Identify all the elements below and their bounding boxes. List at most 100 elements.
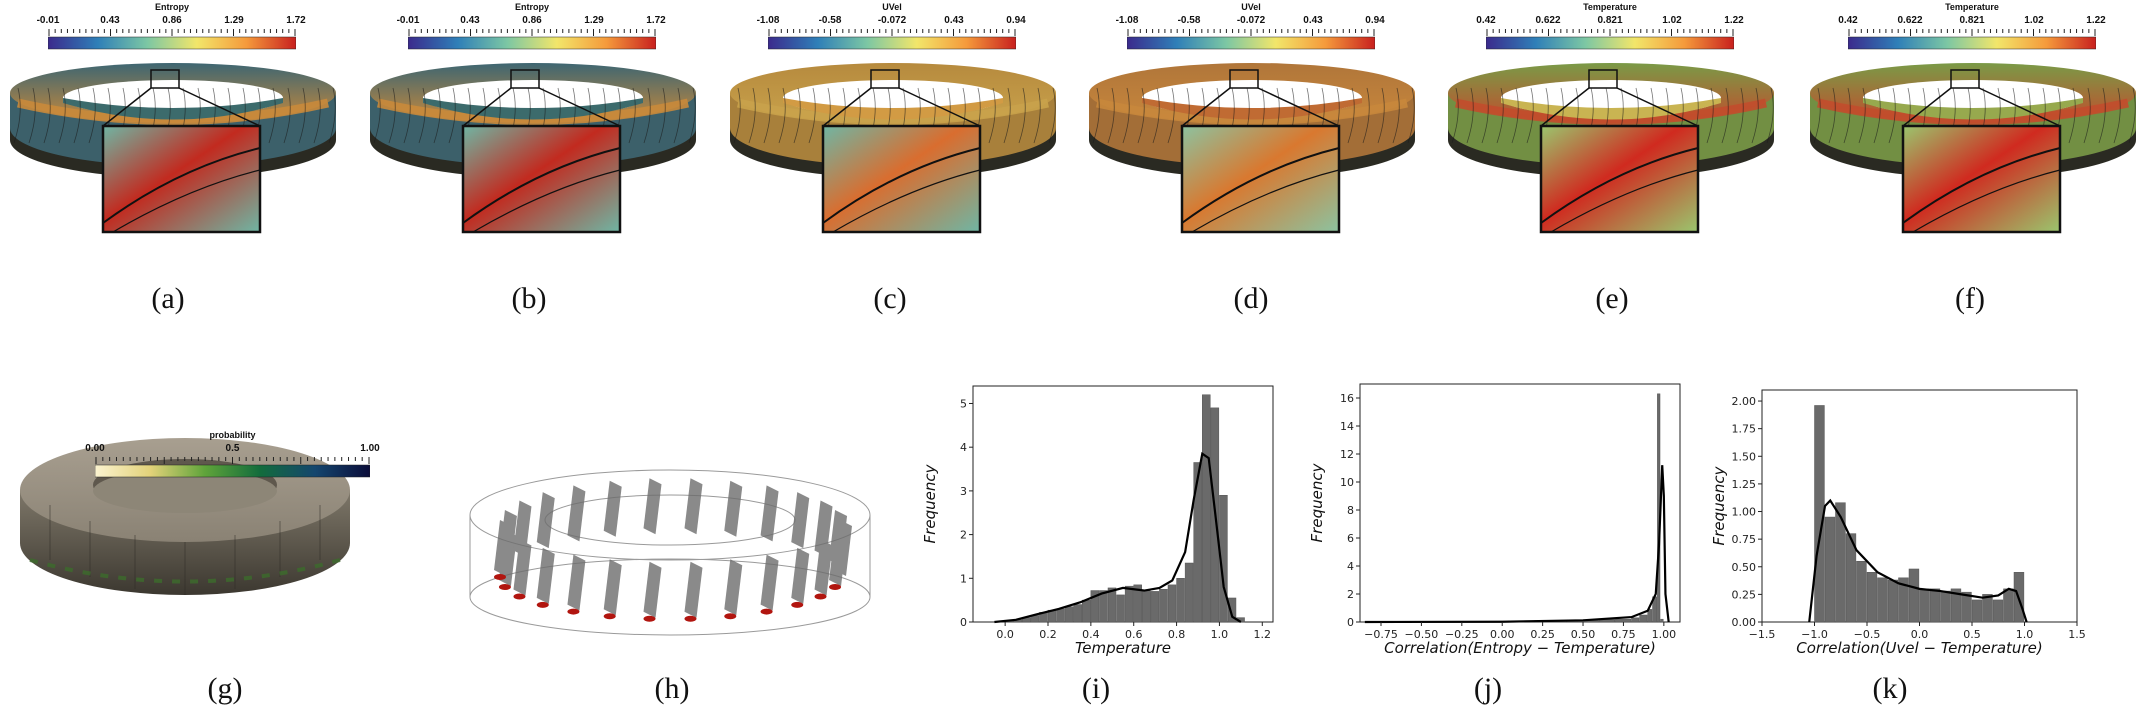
histogram-bar [1073,604,1082,623]
histogram-bar [1824,516,1836,623]
histogram-bar [1866,572,1878,623]
caption-a: (a) [151,282,185,315]
histogram-bar [1176,578,1185,623]
histogram-bar [1167,584,1177,623]
histogram-bar [1056,608,1065,623]
colorbar-tick-label: 1.29 [584,15,604,26]
histogram-bar [1887,579,1899,623]
colorbar-tick-label: -1.08 [756,15,780,26]
colorbar-tick-label: 0.94 [1365,15,1385,26]
y-tick-label: 1.00 [1732,506,1757,519]
colorbar-tick-label: 0.821 [1959,15,1985,26]
y-axis-label: Frequency [1308,462,1326,542]
y-tick-label: 6 [1347,532,1354,545]
colorbar-tick-label: 1.22 [2086,15,2106,26]
histogram-bar [1064,606,1074,623]
colorbar-gradient [768,29,1016,50]
histogram-bar [1631,617,1640,623]
colorbar-tick-label: 0.821 [1597,15,1623,26]
caption-c: (c) [873,282,907,315]
colorbar-entropy: Entropy -0.01 0.43 0.86 1.29 1.72 [37,2,306,54]
x-tick-label: 0.2 [1039,628,1057,641]
colorbar-tick-label: 1.72 [646,15,666,26]
colorbar-tick-label: 0.622 [1535,15,1561,26]
y-tick-label: 14 [1340,420,1354,433]
kde-curve [1364,465,1670,624]
colorbar-uvel: UVel -1.08 -0.58 -0.072 0.43 0.94 [1116,2,1385,54]
histogram-entropy-temperature: −0.75 −0.50 −0.25 0.00 0.25 0.50 0.75 1.00 0 2 4 6 8… [1308,383,1681,657]
y-tick-label: 2 [960,529,967,542]
histogram-bar [1908,568,1920,623]
histogram-bar [1835,502,1846,623]
histogram-bar [1193,462,1202,623]
histogram-bar [2003,588,2014,623]
histogram-bar [1639,614,1648,623]
histogram-bar [1898,577,1909,623]
y-axis-label: Frequency [921,463,939,543]
caption-j: (j) [1473,672,1503,705]
x-tick-label: −1.0 [1801,628,1828,641]
histogram-bar [1660,618,1664,623]
histogram-bar [1877,577,1888,623]
colorbar-tick-label: -0.58 [1177,15,1201,26]
colorbar-tick-label: 0.622 [1897,15,1923,26]
histogram-bar [1961,591,1972,623]
histogram-bar [1615,618,1632,623]
colorbar-title: probability [209,430,256,440]
x-tick-label: 0.50 [1571,628,1596,641]
ring-render [1448,63,1774,234]
ring-render [1089,63,1415,234]
y-tick-label: 0.25 [1732,588,1757,601]
caption-e: (e) [1595,282,1629,315]
histogram-bar [1992,599,2004,623]
caption-h: (h) [654,672,690,705]
colorbar-title: Entropy [514,2,549,12]
colorbar-title: Entropy [154,2,189,12]
caption-k: (k) [1872,672,1908,705]
x-tick-label: −0.25 [1445,628,1479,641]
colorbar-title: UVel [1241,2,1261,12]
histogram-bar [1107,587,1117,623]
colorbar-tick-label: 0.42 [1476,15,1496,26]
caption-g: (g) [207,672,243,705]
histogram-bar [1150,591,1160,623]
colorbar-tick-label: 1.02 [2024,15,2044,26]
colorbar-tick-label: 1.29 [224,15,244,26]
x-tick-label: 1.00 [1652,628,1677,641]
colorbar-gradient [1848,29,2096,50]
y-axis-label: Frequency [1710,465,1728,545]
caption-b: (b) [511,282,547,315]
colorbar-temperature: Temperature 0.42 0.622 0.821 1.02 1.22 [1476,2,1744,54]
x-tick-label: −1.5 [1749,628,1776,641]
colorbar-tick-label: 0.43 [100,15,120,26]
x-tick-label: 1.5 [2068,628,2086,641]
y-tick-label: 0.00 [1732,616,1757,629]
y-tick-label: 4 [960,441,967,454]
x-tick-label: 0.25 [1530,628,1555,641]
colorbar-gradient [1127,29,1375,50]
histogram-bar [1159,588,1168,623]
x-tick-label: 0.8 [1168,628,1186,641]
y-tick-label: 1.50 [1732,450,1757,463]
histogram-bar [1647,609,1653,623]
x-tick-label: 0.00 [1490,628,1515,641]
y-tick-label: 12 [1340,448,1354,461]
y-tick-label: 0 [960,616,967,629]
histogram-bar [1971,599,1983,623]
histogram-bar [1856,560,1867,623]
x-tick-label: 0.0 [1911,628,1929,641]
colorbar-entropy: Entropy -0.01 0.43 0.86 1.29 1.72 [397,2,666,54]
histogram-bar [1184,562,1194,623]
colorbar-tick-label: 0.94 [1006,15,1026,26]
histogram-bar [1940,590,1951,623]
y-tick-label: 5 [960,397,967,410]
colorbar-tick-label: 0.43 [1303,15,1323,26]
plot-frame [1761,389,2078,623]
colorbar-gradient [95,457,370,478]
y-tick-label: 10 [1340,476,1354,489]
caption-i: (i) [1081,672,1111,705]
colorbar-tick-label: -0.58 [818,15,842,26]
y-tick-label: 1.25 [1732,478,1757,491]
colorbar-tick-label: -1.08 [1115,15,1139,26]
colorbar-gradient [408,29,656,50]
